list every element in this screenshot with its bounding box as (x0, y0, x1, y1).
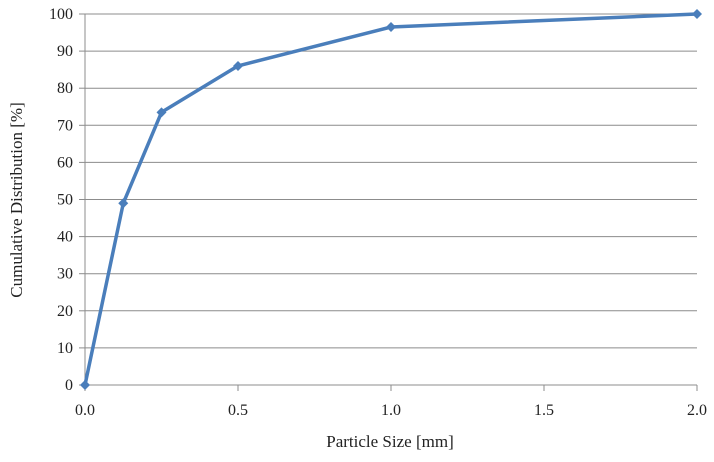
data-point (692, 9, 702, 19)
series-group (80, 9, 702, 390)
y-tick-label: 10 (57, 340, 73, 357)
x-tick-labels: 0.0 0.5 1.0 1.5 2.0 (75, 402, 707, 419)
y-tick-label: 100 (49, 6, 73, 23)
y-tick-label: 60 (57, 154, 73, 171)
y-tick-label: 0 (65, 377, 73, 394)
y-axis-title: Cumulative Distribution [%] (7, 102, 26, 297)
x-tick-label: 0.5 (228, 402, 248, 419)
data-point (386, 21, 396, 32)
data-point (118, 198, 129, 209)
y-tick-label: 90 (57, 43, 73, 60)
x-tick-label: 1.5 (534, 402, 554, 419)
y-tick-label: 30 (57, 266, 73, 283)
x-tick-label: 0.0 (75, 402, 95, 419)
y-tick-label: 80 (57, 80, 73, 97)
y-tick-label: 20 (57, 303, 73, 320)
x-tick-label: 1.0 (381, 402, 401, 419)
axes (79, 13, 698, 391)
data-point (80, 380, 90, 390)
y-tick-label: 40 (57, 229, 73, 246)
series-line (83, 12, 698, 386)
gridlines (85, 13, 697, 349)
data-point (233, 60, 243, 71)
x-axis-title: Particle Size [mm] (326, 432, 453, 451)
x-tick-label: 2.0 (687, 402, 707, 419)
data-point (156, 107, 167, 118)
y-tick-label: 70 (57, 117, 73, 134)
y-tick-label: 50 (57, 192, 73, 209)
y-tick-labels: 0 10 20 30 40 50 60 70 80 90 100 (49, 6, 73, 394)
